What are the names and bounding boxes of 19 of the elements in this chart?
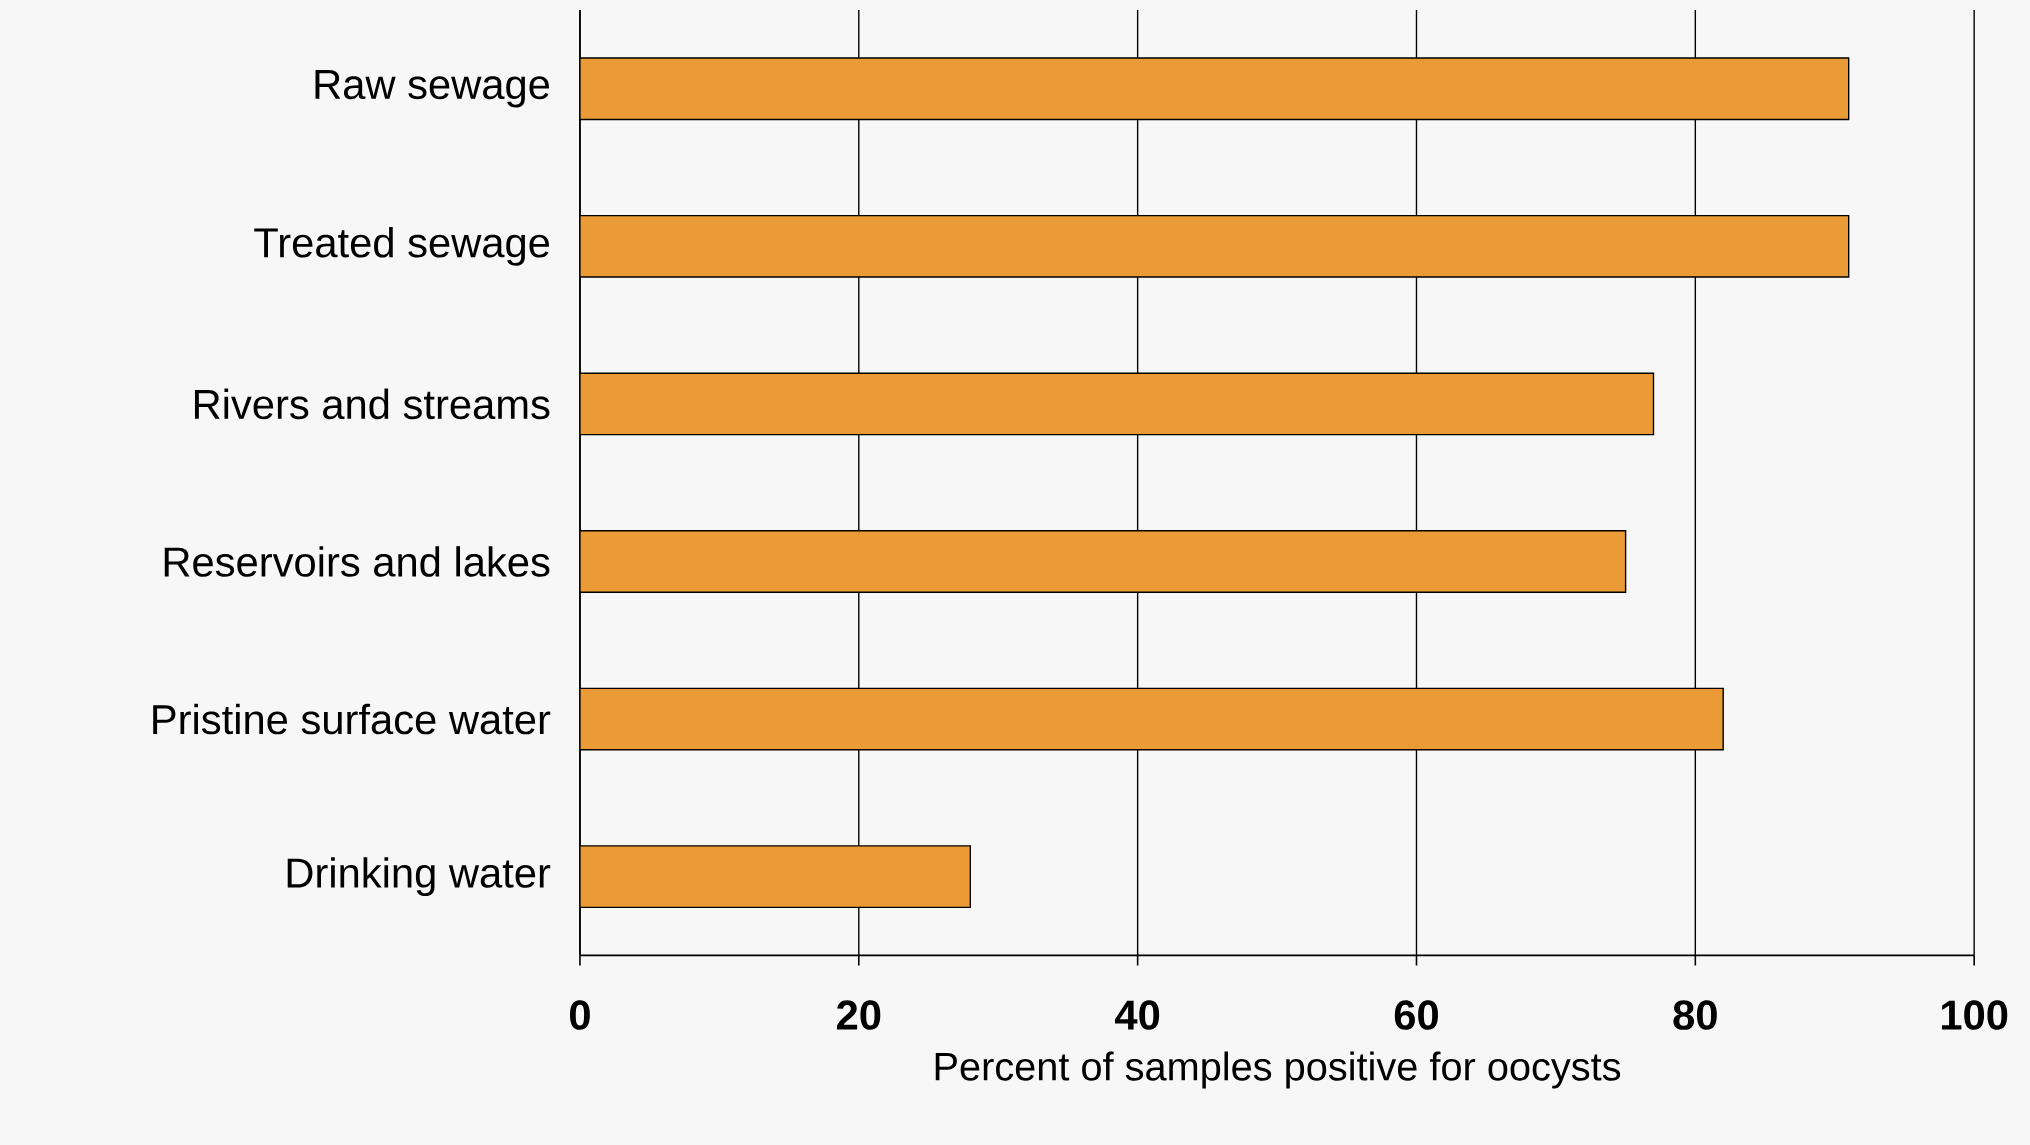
x-tick-label: 20 <box>837 1000 881 1030</box>
y-tick-label: Pristine surface water <box>153 703 551 735</box>
bar <box>579 57 1850 121</box>
x-axis-title: Percent of samples positive for oocysts <box>935 1051 1621 1089</box>
y-tick-label: Rivers and streams <box>194 388 550 420</box>
x-tick-label: 100 <box>1941 1000 2008 1030</box>
bar <box>579 372 1655 436</box>
bar <box>579 530 1627 593</box>
x-tick-label: 80 <box>1673 1000 1717 1030</box>
bar <box>579 845 972 909</box>
y-tick-label: Drinking water <box>287 857 551 897</box>
bar <box>579 687 1724 751</box>
y-tick-label: Reservoirs and lakes <box>164 546 550 577</box>
x-tick-label: 0 <box>570 1000 590 1030</box>
bar <box>579 214 1850 278</box>
x-tick-label: 60 <box>1394 1000 1438 1030</box>
y-tick-label: Raw sewage <box>315 70 550 108</box>
y-tick-label: Treated sewage <box>254 226 550 266</box>
x-tick-label: 40 <box>1115 1000 1160 1030</box>
